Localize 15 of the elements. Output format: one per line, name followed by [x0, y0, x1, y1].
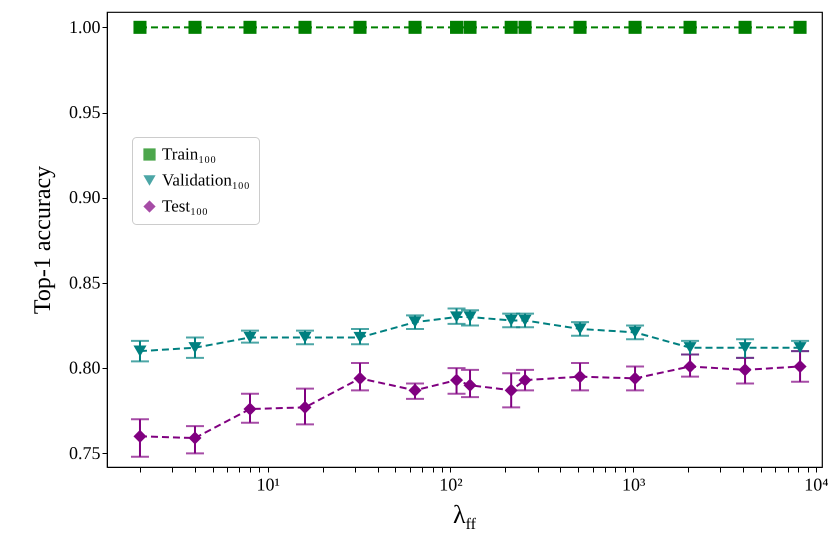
legend-label: Train₁₀₀	[162, 144, 216, 164]
x-tick-label: 10⁴	[804, 474, 829, 494]
y-tick-label: 0.75	[69, 442, 100, 463]
x-tick-label: 10¹	[256, 474, 280, 494]
y-tick-label: 0.95	[69, 102, 100, 122]
legend-label: Validation₁₀₀	[162, 170, 250, 190]
x-tick-label: 10²	[439, 474, 463, 494]
x-axis-title: λ$_{ff}$	[452, 500, 477, 534]
y-tick-label: 1.00	[69, 16, 100, 37]
y-tick-label: 0.85	[69, 272, 100, 292]
legend-label: Test₁₀₀	[162, 196, 208, 216]
y-axis-title: Top-1 accuracy	[30, 166, 56, 314]
y-tick-label: 0.80	[69, 358, 100, 378]
y-tick-label: 0.90	[69, 187, 100, 208]
x-tick-label: 10³	[622, 474, 646, 494]
